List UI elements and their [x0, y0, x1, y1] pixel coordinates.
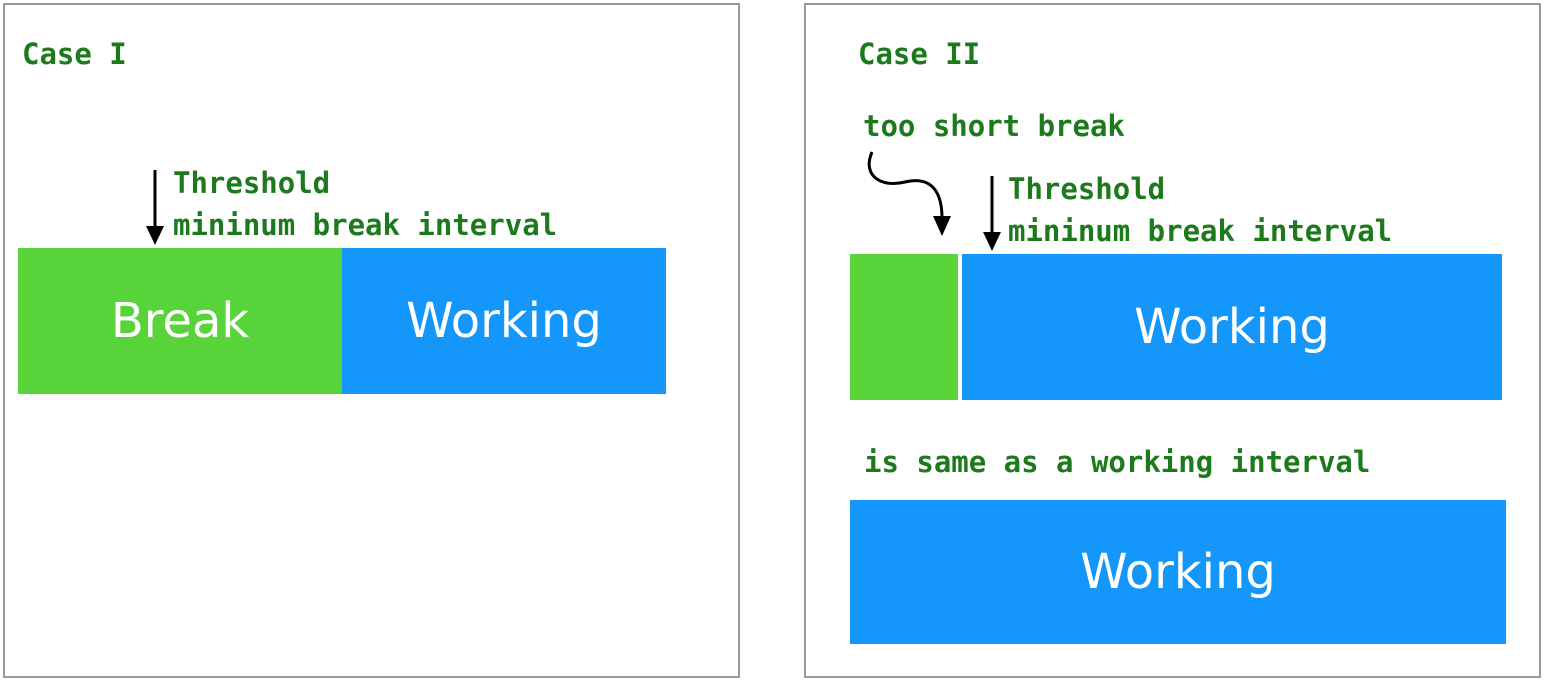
case-2-threshold-sublabel: mininum break interval — [1008, 214, 1393, 248]
case-1-break-bar: Break — [18, 248, 342, 394]
case-2-working-label: Working — [1134, 299, 1330, 355]
same-as-working-label: is same as a working interval — [864, 445, 1371, 479]
case-1-working-label: Working — [406, 293, 602, 349]
case-2-working-bar: Working — [962, 254, 1502, 400]
too-short-break-label: too short break — [863, 109, 1125, 143]
case-1-break-label: Break — [110, 293, 250, 349]
merged-working-label: Working — [1080, 544, 1276, 600]
merged-working-bar: Working — [850, 500, 1506, 644]
case-2-threshold-label: Threshold — [1008, 172, 1166, 206]
case-2-title: Case II — [858, 37, 981, 71]
case-2-short-break-bar — [850, 254, 958, 400]
case-1-threshold-sublabel: mininum break interval — [173, 208, 558, 242]
case-1-title: Case I — [22, 37, 127, 71]
case-1-working-bar: Working — [342, 248, 666, 394]
case-1-threshold-label: Threshold — [173, 166, 331, 200]
